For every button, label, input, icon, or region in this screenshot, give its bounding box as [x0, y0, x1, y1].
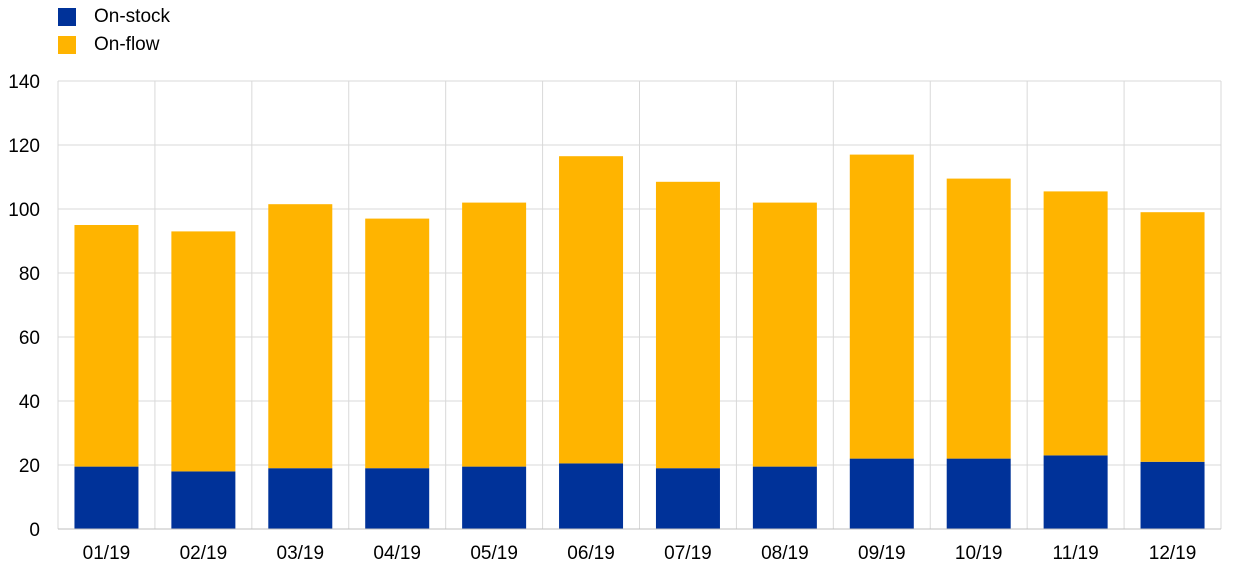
legend-label-on-flow: On-flow — [94, 34, 160, 55]
x-tick-label: 10/19 — [955, 543, 1003, 564]
bar-on-stock — [171, 471, 236, 529]
y-tick-label: 100 — [8, 200, 40, 221]
legend: On-stock On-flow — [58, 3, 170, 59]
bar-on-stock — [268, 468, 333, 529]
x-tick-label: 09/19 — [858, 543, 906, 564]
y-tick-label: 0 — [29, 520, 40, 541]
bar-on-stock — [1043, 455, 1108, 529]
bar-on-flow — [171, 231, 236, 472]
x-tick-label: 08/19 — [761, 543, 809, 564]
bar-on-flow — [462, 202, 527, 467]
x-tick-label: 11/19 — [1053, 543, 1099, 564]
legend-swatch-on-flow — [58, 36, 76, 54]
bar-on-stock — [74, 466, 139, 529]
bar-on-stock — [849, 458, 914, 529]
x-tick-label: 12/19 — [1149, 543, 1197, 564]
bar-on-flow — [365, 218, 430, 469]
x-tick-label: 05/19 — [470, 543, 518, 564]
x-tick-label: 01/19 — [83, 543, 131, 564]
bar-on-stock — [365, 468, 430, 529]
x-tick-label: 06/19 — [567, 543, 615, 564]
bar-on-flow — [849, 154, 914, 459]
y-tick-label: 40 — [19, 392, 40, 413]
bar-on-stock — [655, 468, 720, 529]
x-tick-label: 02/19 — [180, 543, 228, 564]
legend-item-on-flow: On-flow — [58, 31, 170, 59]
y-tick-label: 140 — [8, 72, 40, 93]
bar-on-stock — [1140, 461, 1205, 529]
bar-on-stock — [462, 466, 527, 529]
bar-on-flow — [752, 202, 817, 467]
bar-on-stock — [946, 458, 1011, 529]
legend-swatch-on-stock — [58, 8, 76, 26]
bar-on-stock — [559, 463, 624, 529]
y-tick-label: 20 — [19, 456, 40, 477]
bar-on-flow — [1043, 191, 1108, 456]
y-tick-label: 60 — [19, 328, 40, 349]
legend-item-on-stock: On-stock — [58, 3, 170, 31]
bar-on-flow — [559, 156, 624, 464]
bar-on-flow — [1140, 212, 1205, 462]
x-tick-label: 04/19 — [373, 543, 421, 564]
x-tick-label: 07/19 — [664, 543, 712, 564]
legend-label-on-stock: On-stock — [94, 6, 171, 27]
bar-on-flow — [946, 178, 1011, 459]
bar-on-stock — [752, 466, 817, 529]
bar-on-flow — [268, 204, 333, 469]
x-tick-label: 03/19 — [277, 543, 325, 564]
y-tick-label: 120 — [8, 136, 40, 157]
bar-on-flow — [74, 225, 139, 467]
bar-on-flow — [655, 181, 720, 469]
y-tick-label: 80 — [19, 264, 40, 285]
